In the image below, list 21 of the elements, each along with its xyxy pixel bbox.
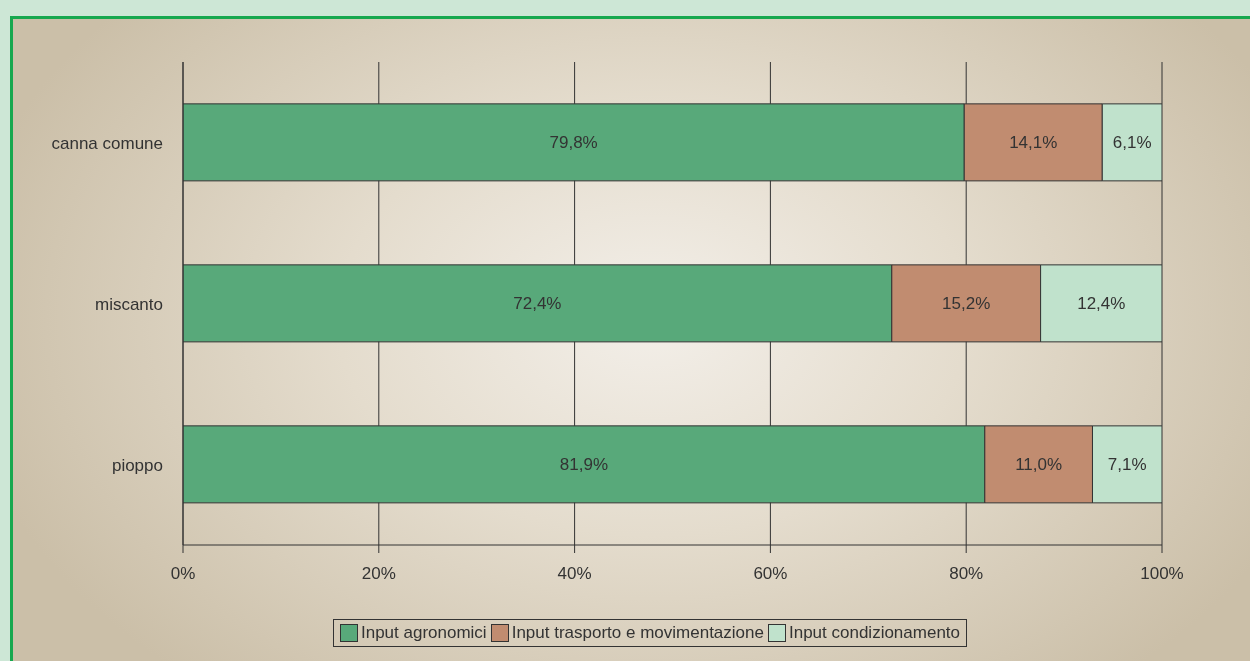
x-tick-label: 80%: [949, 564, 984, 584]
y-tick-label: canna comune: [51, 133, 163, 153]
x-tick-label: 40%: [557, 564, 592, 584]
y-tick-label: miscanto: [94, 294, 163, 314]
data-label: 79,8%: [549, 133, 598, 153]
legend-label: Input trasporto e movimentazione: [511, 623, 764, 643]
x-tick-label: 100%: [1140, 564, 1184, 584]
data-label: 15,2%: [942, 294, 991, 314]
x-tick-label: 60%: [753, 564, 788, 584]
data-label: 14,1%: [1009, 133, 1058, 153]
data-label: 81,9%: [559, 455, 608, 475]
data-label: 6,1%: [1112, 133, 1152, 153]
x-tick-label: 0%: [170, 564, 196, 584]
y-tick-label: pioppo: [111, 455, 163, 475]
data-label: 72,4%: [513, 294, 562, 314]
legend-label: Input agronomici: [360, 623, 487, 643]
x-tick-label: 20%: [361, 564, 396, 584]
legend-label: Input condizionamento: [788, 623, 961, 643]
data-label: 7,1%: [1107, 455, 1147, 475]
data-label: 11,0%: [1015, 455, 1063, 475]
data-label: 12,4%: [1077, 294, 1126, 314]
